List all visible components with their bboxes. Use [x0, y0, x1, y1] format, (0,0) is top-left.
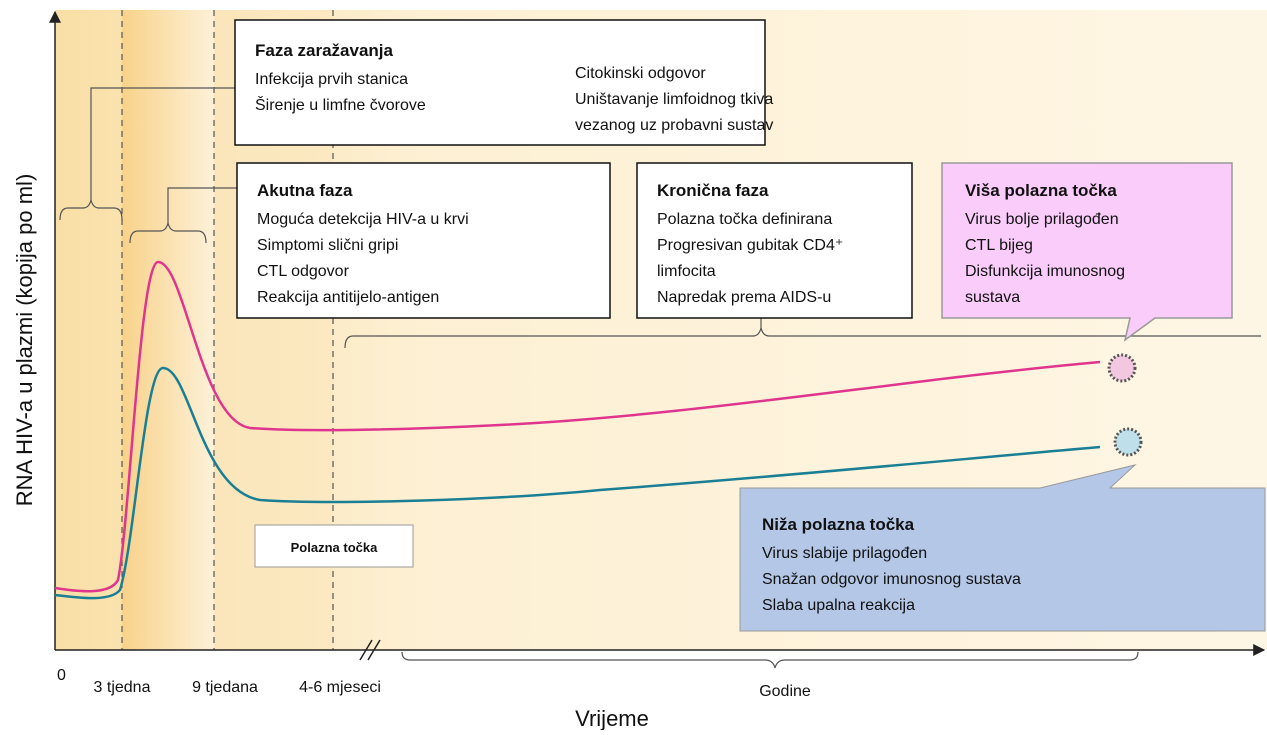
box-line: Napredak prema AIDS-u	[657, 289, 831, 306]
box-title: Faza zaražavanja	[255, 41, 394, 60]
setpoint-box	[254, 524, 414, 568]
box-title: Kronična faza	[657, 181, 769, 200]
box-title: Akutna faza	[257, 181, 353, 200]
box-line: Polazna točka definirana	[657, 211, 832, 228]
box-line: Simptomi slični gripi	[257, 237, 398, 254]
box-line: Progresivan gubitak CD4⁺	[657, 237, 843, 254]
box-line: Slaba upalna reakcija	[762, 597, 915, 614]
bracket	[344, 327, 1261, 349]
x-tick-label: 3 tjedna	[94, 679, 151, 696]
box-line: Reakcija antitijelo-antigen	[257, 289, 439, 306]
box-line: limfocita	[657, 263, 716, 280]
infection-box	[234, 19, 766, 146]
box-line: Virus bolje prilagođen	[965, 211, 1119, 228]
box-line: Uništavanje limfoidnog tkiva	[575, 91, 773, 108]
setpoint-label: Polazna točka	[291, 540, 378, 555]
box-title: Niža polazna točka	[762, 515, 915, 534]
box-line: Širenje u limfne čvorove	[255, 95, 426, 114]
x-tick-label: 9 tjedana	[192, 679, 258, 696]
low-curve	[54, 366, 1101, 600]
box-line: sustava	[965, 289, 1020, 306]
acute-band	[122, 10, 214, 650]
acute-box	[236, 162, 611, 319]
box-line: Disfunkcija imunosnog	[965, 263, 1125, 280]
connector	[90, 87, 235, 200]
box-title: Viša polazna točka	[965, 181, 1117, 200]
box-line: Snažan odgovor imunosnog sustava	[762, 571, 1021, 588]
higher-box	[941, 162, 1233, 342]
x-tick-label: 4-6 mjeseci	[299, 679, 381, 696]
virus-icon	[1107, 353, 1137, 383]
lower-box	[739, 464, 1266, 632]
connector	[167, 187, 237, 223]
box-line: Virus slabije prilagođen	[762, 545, 927, 562]
x-tick-label: Godine	[759, 683, 811, 700]
x-axis-label: Vrijeme	[575, 706, 649, 730]
x-tick-label: 0	[57, 667, 66, 684]
high-curve	[54, 260, 1101, 593]
virus-icon	[1113, 427, 1143, 457]
box-line: Moguća detekcija HIV-a u krvi	[257, 211, 469, 228]
box-line: CTL odgovor	[257, 263, 350, 280]
box-line: CTL bijeg	[965, 237, 1033, 254]
box-line: Citokinski odgovor	[575, 65, 706, 82]
y-axis-label: RNA HIV-a u plazmi (kopija po ml)	[12, 174, 37, 507]
years-bracket	[401, 651, 1139, 669]
chronic-box	[636, 162, 913, 319]
axis-break	[359, 639, 381, 661]
box-line: Infekcija prvih stanica	[255, 71, 408, 88]
box-line: vezanog uz probavni sustav	[575, 117, 773, 134]
